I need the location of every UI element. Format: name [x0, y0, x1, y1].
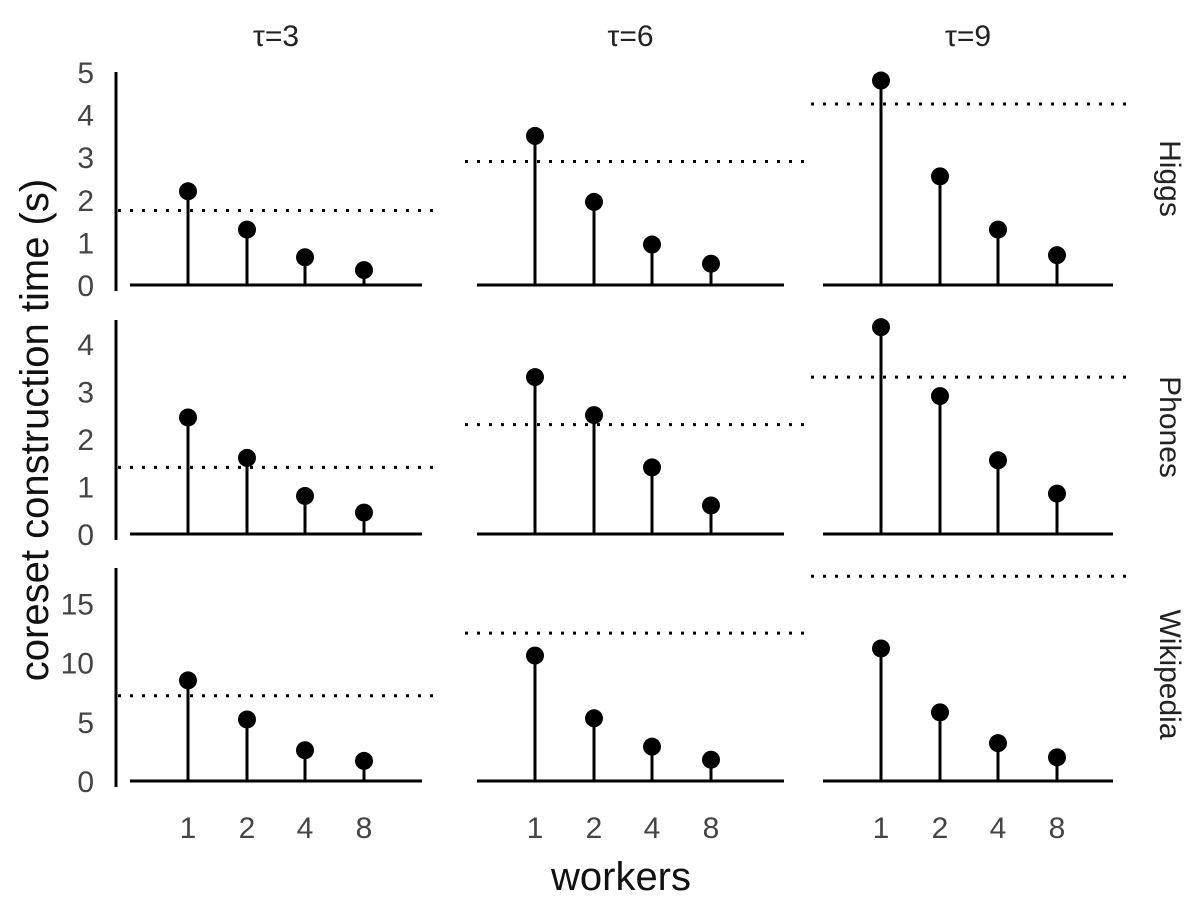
point-workers-8 [1048, 246, 1066, 265]
point-workers-1 [179, 182, 197, 201]
column-title-1: τ=3 [253, 20, 299, 53]
panel-higgs-1 [118, 182, 442, 287]
panel-phones-2 [465, 368, 804, 536]
column-title-3: τ=9 [945, 20, 991, 53]
y-tick-label: 4 [77, 100, 94, 133]
point-workers-8 [702, 254, 720, 273]
y-tick-label: 3 [77, 142, 94, 175]
x-tick-label: 4 [644, 812, 661, 845]
y-tick-label: 2 [77, 185, 94, 218]
point-workers-1 [179, 408, 197, 427]
point-workers-4 [296, 486, 314, 505]
panel-wikipedia-3 [811, 574, 1133, 783]
y-tick-label: 0 [77, 270, 94, 303]
row-label-wikipedia: Wikipedia [1153, 609, 1186, 739]
point-workers-4 [643, 235, 661, 254]
point-workers-8 [355, 751, 373, 770]
point-workers-1 [179, 671, 197, 690]
panel-grid: τ=3 τ=6 τ=9 Higgs 0 1 2 3 4 5 Phones 0 1 2 3 4 Wikipedia… [61, 20, 1186, 845]
y-tick-label: 10 [61, 648, 94, 681]
x-tick-label: 4 [297, 812, 314, 845]
point-workers-8 [1048, 748, 1066, 767]
point-workers-1 [872, 639, 890, 658]
x-tick-label: 2 [932, 812, 949, 845]
point-workers-2 [931, 387, 949, 406]
y-tick-label: 1 [77, 471, 94, 504]
y-tick-label: 1 [77, 227, 94, 260]
x-tick-label: 1 [180, 812, 197, 845]
x-tick-label: 8 [1049, 812, 1066, 845]
panel-phones-3 [811, 318, 1133, 536]
y-tick-label: 0 [77, 519, 94, 552]
panel-higgs-3 [811, 71, 1133, 287]
x-tick-label: 1 [873, 812, 890, 845]
row-label-higgs: Higgs [1153, 140, 1186, 217]
point-workers-8 [1048, 484, 1066, 503]
y-tick-label: 15 [61, 589, 94, 622]
row-label-phones: Phones [1153, 376, 1186, 478]
panel-wikipedia-2 [465, 631, 804, 783]
point-workers-1 [526, 126, 544, 145]
point-workers-8 [355, 503, 373, 522]
panel-wikipedia-1 [118, 671, 442, 783]
y-tick-label: 0 [77, 766, 94, 799]
point-workers-8 [702, 750, 720, 769]
y-tick-label: 5 [77, 707, 94, 740]
y-tick-label: 5 [77, 57, 94, 90]
point-workers-1 [526, 368, 544, 387]
point-workers-4 [989, 734, 1007, 753]
point-workers-4 [643, 458, 661, 477]
x-axis-title: workers [550, 855, 691, 899]
point-workers-4 [989, 451, 1007, 470]
point-workers-2 [931, 703, 949, 722]
point-workers-2 [238, 710, 256, 729]
point-workers-8 [355, 261, 373, 280]
x-tick-label: 1 [527, 812, 544, 845]
y-tick-label: 3 [77, 376, 94, 409]
x-tick-label: 4 [990, 812, 1007, 845]
x-tick-label: 8 [703, 812, 720, 845]
point-workers-1 [872, 71, 890, 90]
point-workers-4 [296, 248, 314, 267]
y-tick-label: 2 [77, 424, 94, 457]
point-workers-2 [238, 448, 256, 467]
point-workers-2 [931, 167, 949, 186]
column-title-2: τ=6 [607, 20, 653, 53]
point-workers-4 [989, 220, 1007, 239]
x-tick-label: 2 [586, 812, 603, 845]
x-tick-label: 8 [356, 812, 373, 845]
panel-higgs-2 [465, 126, 804, 287]
x-tick-label: 2 [239, 812, 256, 845]
point-workers-2 [585, 192, 603, 211]
y-tick-label: 4 [77, 329, 94, 362]
panel-phones-1 [118, 408, 442, 536]
point-workers-2 [585, 406, 603, 425]
point-workers-2 [585, 709, 603, 728]
point-workers-4 [643, 737, 661, 756]
y-axis-title: coreset construction time (s) [13, 179, 57, 681]
point-workers-1 [872, 318, 890, 337]
point-workers-2 [238, 220, 256, 239]
point-workers-8 [702, 496, 720, 515]
point-workers-4 [296, 741, 314, 760]
point-workers-1 [526, 646, 544, 665]
